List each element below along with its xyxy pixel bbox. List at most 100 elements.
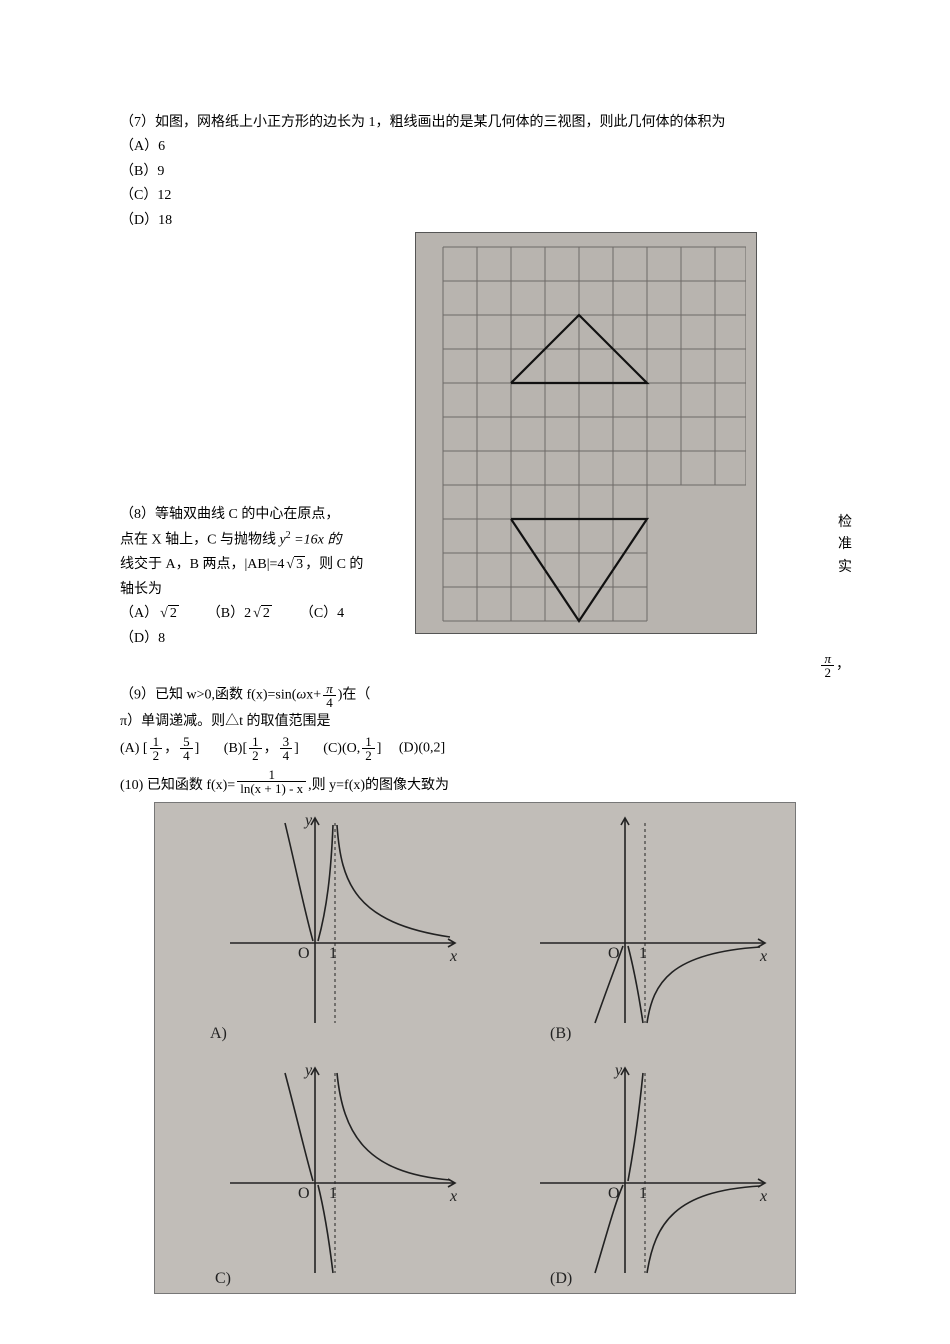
q8-line3: 线交于 A，B 两点，|AB|=4 3，则 C 的 — [120, 554, 400, 576]
panel-C: y O 1 x — [230, 1062, 457, 1273]
q8-margin-1: 检 — [838, 512, 852, 534]
q9-rf-n: π — [821, 652, 834, 666]
q9-pre: （9）已知 w>0,函数 f(x)=sin( — [120, 688, 296, 703]
q7-optD: （D）18 — [120, 210, 830, 232]
q9B-f2d: 4 — [280, 749, 293, 762]
label-C: C) — [215, 1270, 231, 1287]
q9B-mid: ， — [264, 741, 278, 756]
q8-B-pre: （B）2 — [207, 606, 251, 621]
q8-B-rad: 2 — [261, 605, 272, 621]
q8-line4: 轴长为 — [120, 579, 400, 601]
q7-optC: （C）12 — [120, 185, 830, 207]
pb-x: x — [759, 948, 767, 965]
q7-optA: （A）6 — [120, 136, 830, 158]
q8-margin-2: 准 — [838, 534, 852, 556]
pc-O: O — [298, 1185, 310, 1202]
q8-optC: （C）4 — [300, 606, 344, 621]
q9-fn: π — [323, 682, 336, 696]
sqrt3-icon: 3 — [284, 554, 305, 576]
q9-mid: x+ — [306, 688, 321, 703]
q8-line2: 点在 X 轴上，C 与抛物线 y2 =16x 的 — [120, 528, 400, 552]
q9A-post: ] — [195, 741, 200, 756]
q9C-pre: (C)(O, — [323, 741, 360, 756]
q9A-f1d: 2 — [150, 749, 163, 762]
pd-x: x — [759, 1188, 767, 1205]
q8-optA: （A）2 — [120, 606, 182, 621]
q8-opts-row1: （A）2 （B）22 （C）4 — [120, 603, 400, 625]
q8-l2-pre: 点在 X 轴上，C 与抛物线 — [120, 533, 279, 548]
sqrt2-icon: 2 — [158, 603, 179, 625]
q9-line1: （9）已知 w>0,函数 f(x)=sin(ωx+π4)在（ — [120, 682, 830, 709]
question-8: （8）等轴双曲线 C 的中心在原点， 点在 X 轴上，C 与抛物线 y2 =16… — [120, 252, 400, 650]
label-A: A) — [210, 1025, 227, 1042]
q10-post: ,则 y=f(x)的图像大致为 — [308, 778, 449, 793]
q9-optB: (B)[12，34] — [224, 741, 303, 756]
q9B-f1d: 2 — [249, 749, 262, 762]
panel-B: O 1 x — [540, 818, 767, 1023]
q9-optC: (C)(O,12] — [323, 741, 385, 756]
q8-margin-3: 实 — [838, 557, 852, 579]
q10-num: 1 — [237, 768, 306, 782]
sqrt2b-icon: 2 — [251, 603, 272, 625]
q8-line1: （8）等轴双曲线 C 的中心在原点， — [120, 504, 400, 526]
q9A-pre: (A) [ — [120, 741, 148, 756]
q9B-post: ] — [294, 741, 299, 756]
pd-1: 1 — [639, 1185, 647, 1202]
q9B-pre: (B)[ — [224, 741, 247, 756]
q9A-f2n: 5 — [180, 735, 193, 749]
q9A-mid: ， — [164, 741, 178, 756]
q9C-f1d: 2 — [362, 749, 375, 762]
q9-line2: π）单调递减。则△t 的取值范围是 — [120, 711, 830, 733]
grid-svg — [426, 243, 746, 623]
q8-l3-pre: 线交于 A，B 两点，|AB|=4 — [120, 557, 284, 572]
q10-pre: (10) 已知函数 f(x)= — [120, 778, 235, 793]
panel-A: y O 1 x — [230, 812, 457, 1023]
pd-y: y — [613, 1062, 623, 1079]
pa-1: 1 — [329, 945, 337, 962]
q10-svg: y O 1 x A) — [155, 803, 795, 1293]
q9-post: )在（ — [338, 688, 371, 703]
q8-l3-post: ，则 C 的 — [305, 557, 363, 572]
q9A-f2d: 4 — [180, 749, 193, 762]
q8-margin-labels: 检 准 实 — [838, 512, 852, 579]
q10-den: ln(x + 1) - x — [237, 782, 306, 795]
q9-optD: (D)(0,2] — [399, 741, 445, 756]
pa-O: O — [298, 945, 310, 962]
q10-graphs: y O 1 x A) — [154, 802, 796, 1294]
q7-optB: （B）9 — [120, 161, 830, 183]
label-B: (B) — [550, 1025, 571, 1042]
question-9: （9）已知 w>0,函数 f(x)=sin(ωx+π4)在（ π）单调递减。则△… — [120, 682, 830, 762]
pa-y: y — [303, 812, 313, 829]
q9-rf-tail: ， — [836, 658, 850, 673]
question-7: （7）如图，网格纸上小正方形的边长为 1，粗线画出的是某几何体的三视图，则此几何… — [120, 112, 830, 232]
q9B-f1n: 1 — [249, 735, 262, 749]
pc-y: y — [303, 1062, 313, 1079]
question-10: (10) 已知函数 f(x)=1ln(x + 1) - x,则 y=f(x)的图… — [120, 768, 830, 1293]
q8-eq-tail: =16x 的 — [294, 533, 341, 548]
q9C-post: ] — [377, 741, 382, 756]
grid-lines — [443, 247, 746, 621]
q9-options: (A) [12，54] (B)[12，34] (C)(O,12] (D)(0,2… — [120, 735, 830, 762]
q9A-f1n: 1 — [150, 735, 163, 749]
q10-text: (10) 已知函数 f(x)=1ln(x + 1) - x,则 y=f(x)的图… — [120, 768, 830, 797]
q9-rf-d: 2 — [821, 666, 834, 679]
three-view-diagram — [415, 232, 757, 634]
pc-x: x — [449, 1188, 457, 1205]
q9-optA: (A) [12，54] — [120, 741, 203, 756]
q8-eq-exp: 2 — [286, 530, 291, 541]
label-D: (D) — [550, 1270, 572, 1287]
q9B-f2n: 3 — [280, 735, 293, 749]
q7-text: （7）如图，网格纸上小正方形的边长为 1，粗线画出的是某几何体的三视图，则此几何… — [120, 112, 830, 134]
q9C-f1n: 1 — [362, 735, 375, 749]
q9-right-frac: π2， — [819, 652, 850, 679]
panel-D: y O 1 x — [540, 1062, 767, 1273]
q8-optD: （D）8 — [120, 628, 400, 650]
q8-optB: （B）2 2 — [207, 606, 276, 621]
pb-1: 1 — [639, 945, 647, 962]
pc-1: 1 — [329, 1185, 337, 1202]
pa-x: x — [449, 948, 457, 965]
question-8-wrap: （8）等轴双曲线 C 的中心在原点， 点在 X 轴上，C 与抛物线 y2 =16… — [120, 252, 830, 652]
q8-sqrt3: 3 — [294, 556, 305, 572]
q8-A-pre: （A） — [120, 606, 158, 621]
q9-fd: 4 — [323, 696, 336, 709]
